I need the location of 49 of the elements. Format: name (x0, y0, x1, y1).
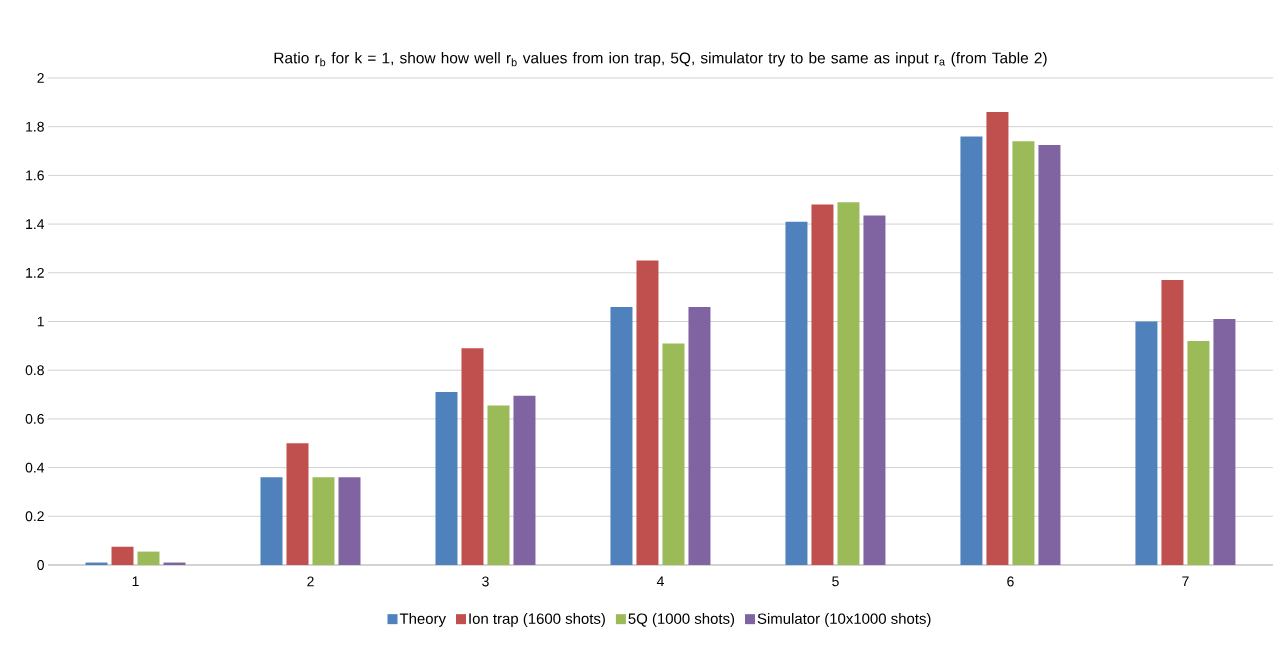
y-tick-label: 0.2 (25, 511, 44, 522)
legend-label: Ion trap (1600 shots) (469, 613, 605, 627)
y-tick-label: 1.8 (26, 121, 44, 132)
bar (1187, 340, 1210, 565)
bar (811, 204, 834, 565)
legend-label: 5Q (1000 shots) (628, 613, 735, 627)
bar (1038, 144, 1061, 565)
bar (1213, 319, 1236, 565)
y-tick-label: 0.6 (25, 413, 44, 424)
bar (338, 477, 361, 565)
legend-label: Simulator (10x1000 shots) (757, 613, 931, 627)
y-tick-label: 1.2 (26, 267, 44, 278)
bar (863, 215, 886, 565)
y-tick-label: 0 (37, 560, 44, 570)
bar (785, 221, 808, 565)
x-tick-label: 6 (1007, 576, 1014, 587)
y-tick-label: 1.6 (26, 170, 44, 181)
bar (837, 202, 860, 565)
bar (610, 306, 633, 565)
bar (487, 405, 510, 565)
bar (1012, 141, 1035, 565)
y-tick-label: 0.4 (25, 462, 45, 473)
bar (986, 112, 1009, 565)
legend-label: Theory (399, 613, 446, 627)
bar (513, 395, 536, 565)
chart-title: Ratio r$_{b}$ for k = 1, show how well r$_{b}$ values from ion trap, 5Q, simulator try to be same as input r$_{a}$ (from Table 2) (274, 52, 1047, 67)
x-tick-label: 7 (1182, 576, 1189, 587)
y-tick-label: 1 (37, 316, 44, 327)
bar (688, 306, 711, 565)
y-tick-label: 0.8 (25, 365, 44, 376)
bar (461, 348, 484, 565)
bar (260, 477, 283, 565)
bar (435, 392, 458, 565)
bar (636, 260, 659, 565)
bar (960, 136, 983, 565)
bar (111, 546, 134, 565)
bar (662, 343, 685, 565)
y-tick-label: 2 (37, 73, 44, 83)
bar (1161, 280, 1184, 565)
y-tick-label: 1.4 (26, 219, 45, 229)
bar (286, 443, 309, 565)
bar (1135, 321, 1158, 565)
x-tick-label: 4 (656, 576, 664, 587)
bar (312, 477, 335, 565)
x-tick-label: 1 (132, 576, 139, 587)
x-tick-label: 5 (832, 576, 839, 587)
x-tick-label: 3 (482, 576, 489, 587)
x-tick-label: 2 (307, 576, 314, 587)
bar (137, 551, 160, 565)
